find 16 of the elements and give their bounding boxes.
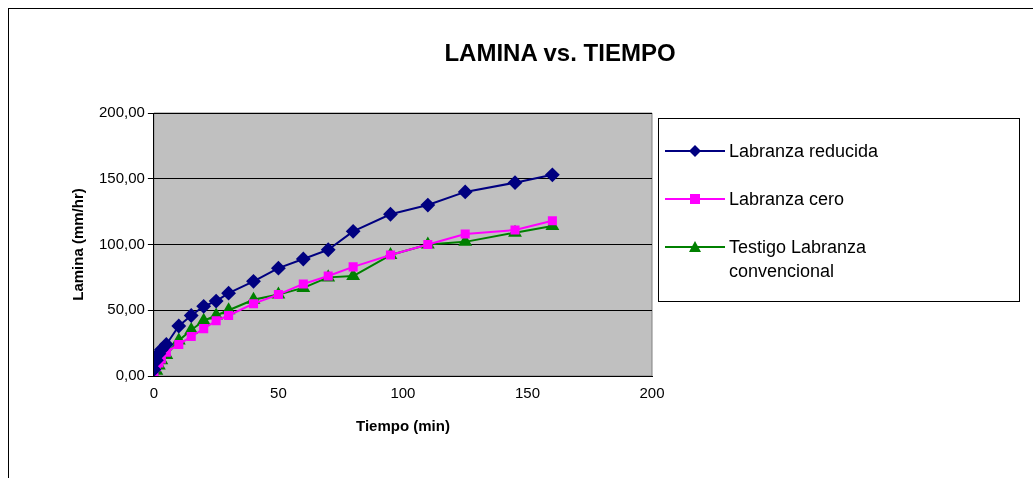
legend-label: Testigo Labranza convencional (729, 236, 868, 283)
y-tick-label: 100,00 (98, 234, 145, 252)
x-tick-label: 200 (639, 384, 665, 402)
legend-label: Labranza reducida (729, 140, 880, 163)
legend-label: Labranza cero (729, 188, 846, 211)
y-axis-title: Lamina (mm/hr) (69, 188, 87, 301)
y-tick-label: 0,00 (115, 366, 145, 384)
y-tick-label: 200,00 (98, 103, 145, 121)
x-tick-label: 150 (514, 384, 540, 402)
y-tick-label: 150,00 (98, 168, 145, 186)
x-tick-label: 50 (270, 384, 287, 402)
x-tick-label: 100 (390, 384, 416, 402)
chart-title: LAMINA vs. TIEMPO (443, 38, 677, 68)
x-tick-label: 0 (149, 384, 159, 402)
x-axis-title: Tiempo (min) (355, 417, 450, 435)
y-tick-label: 50,00 (107, 300, 145, 318)
